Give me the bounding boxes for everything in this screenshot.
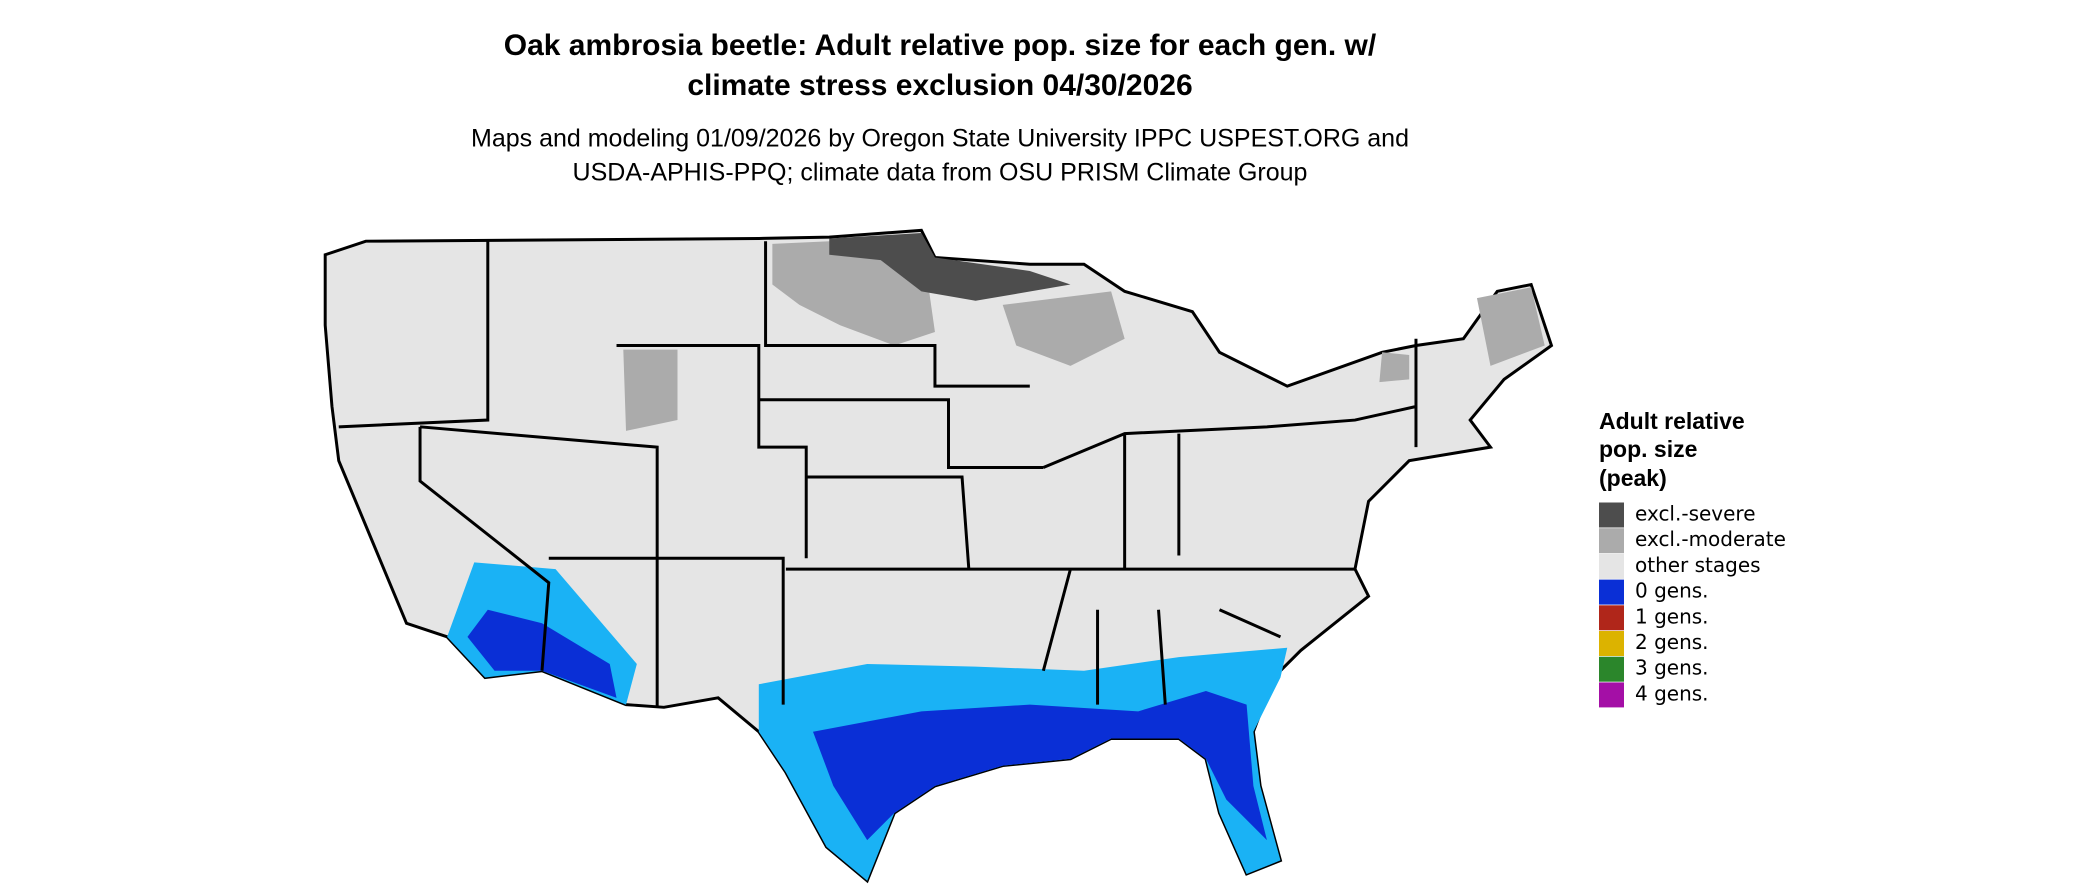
subtitle: Maps and modeling 01/09/2026 by Oregon S…	[471, 125, 1409, 153]
subtitle: USDA-APHIS-PPQ; climate data from OSU PR…	[573, 159, 1308, 187]
legend-swatch	[1599, 656, 1624, 682]
title: climate stress exclusion 04/30/2026	[687, 69, 1192, 102]
legend-label: 1 gens.	[1635, 604, 1709, 628]
legend-label: 4 gens.	[1635, 681, 1709, 705]
map	[323, 228, 1554, 884]
legend-label: other stages	[1635, 553, 1761, 577]
legend-swatch	[1599, 502, 1624, 528]
light-blue-zone	[447, 562, 1288, 881]
legend-label: excl.-moderate	[1635, 527, 1786, 551]
legend-label: 3 gens.	[1635, 656, 1709, 680]
legend-label: 2 gens.	[1635, 630, 1709, 654]
legend-label: excl.-severe	[1635, 502, 1756, 526]
moderate-zone	[623, 237, 1545, 431]
legend-swatch	[1599, 528, 1624, 554]
legend-swatch	[1599, 605, 1624, 631]
title: Oak ambrosia beetle: Adult relative pop.…	[504, 29, 1377, 62]
legend-swatch	[1599, 579, 1624, 605]
legend: Adult relative pop. size (peak) excl.-se…	[1599, 408, 1786, 708]
severe-zone	[829, 233, 1071, 301]
legend-swatch	[1599, 631, 1624, 656]
legend-swatch	[1599, 553, 1624, 579]
legend-title: Adult relative	[1599, 408, 1745, 434]
zero-gens-zone	[467, 609, 1267, 841]
legend-swatch	[1599, 682, 1624, 708]
legend-title: pop. size	[1599, 436, 1697, 462]
legend-label: 0 gens.	[1635, 579, 1709, 603]
state-lines	[338, 241, 1418, 708]
legend-title: (peak)	[1599, 465, 1667, 491]
